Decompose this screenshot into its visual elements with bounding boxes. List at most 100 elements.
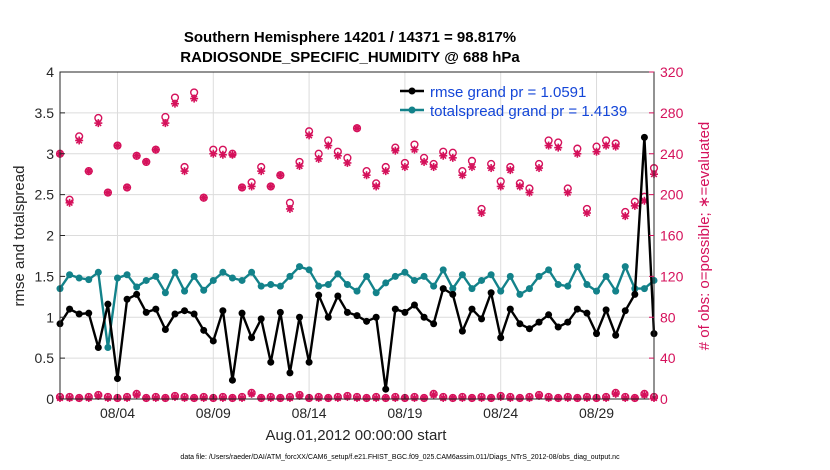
- obs-evaluated-point: [535, 164, 544, 173]
- totalspread-point: [276, 282, 284, 290]
- obs-evaluated-star-stroke: [372, 183, 380, 190]
- legend-spread-label: totalspread grand pr = 1.4139: [430, 103, 627, 120]
- obs-evaluated-point: [429, 163, 438, 172]
- bottom-obs-evaluated-point: [381, 393, 390, 402]
- obs-evaluated-star-stroke: [257, 394, 265, 402]
- totalspread-point: [573, 263, 581, 271]
- obs-evaluated-point: [467, 163, 476, 172]
- obs-evaluated-point: [151, 145, 160, 154]
- obs-evaluated-star-stroke: [478, 394, 485, 402]
- rmse-point: [324, 313, 332, 321]
- obs-evaluated-point: [343, 158, 352, 167]
- totalspread-point: [248, 268, 256, 276]
- rmse-point: [248, 334, 256, 342]
- rmse-point: [315, 291, 323, 299]
- totalspread-point: [75, 274, 83, 282]
- obs-evaluated-star-stroke: [564, 394, 572, 402]
- obs-evaluated-star-stroke: [430, 163, 438, 171]
- obs-evaluated-point: [218, 150, 227, 159]
- obs-evaluated-point: [94, 119, 103, 128]
- totalspread-point: [209, 276, 217, 284]
- bottom-obs-evaluated-point: [132, 390, 141, 399]
- obs-evaluated-point: [573, 149, 582, 158]
- rmse-point: [171, 310, 179, 318]
- totalspread-point: [66, 271, 74, 279]
- rmse-point: [468, 305, 476, 313]
- obs-evaluated-star-stroke: [401, 163, 409, 171]
- rmse-point: [487, 289, 495, 297]
- totalspread-point: [305, 266, 313, 274]
- obs-evaluated-star-stroke: [238, 394, 246, 402]
- rmse-point: [190, 310, 198, 318]
- totalspread-point: [449, 285, 457, 293]
- bottom-obs-evaluated-point: [324, 393, 333, 402]
- obs-evaluated-point: [630, 201, 639, 210]
- obs-evaluated-point: [515, 182, 524, 191]
- obs-evaluated-star-stroke: [190, 394, 198, 402]
- obs-evaluated-star-stroke: [612, 143, 620, 150]
- obs-evaluated-point: [209, 149, 218, 158]
- obs-evaluated-star-stroke: [487, 164, 495, 172]
- obs-evaluated-star-stroke: [75, 137, 83, 144]
- rmse-point: [506, 305, 514, 313]
- obs-evaluated-star-stroke: [526, 189, 533, 196]
- obs-evaluated-star-stroke: [545, 394, 552, 402]
- rmse-point: [545, 311, 553, 319]
- y-right-tick-label: 40: [660, 350, 676, 366]
- obs-evaluated-star-stroke: [200, 194, 208, 202]
- obs-evaluated-point: [420, 157, 429, 166]
- bottom-obs-evaluated-point: [487, 393, 496, 402]
- totalspread-point: [123, 271, 131, 279]
- bottom-obs-evaluated-point: [170, 392, 179, 401]
- bottom-obs-evaluated-point: [314, 393, 323, 402]
- bottom-obs-evaluated-point: [103, 393, 112, 402]
- rmse-point: [612, 331, 620, 339]
- totalspread-point: [487, 271, 495, 279]
- totalspread-point: [516, 290, 524, 298]
- obs-evaluated-point: [496, 182, 505, 191]
- obs-evaluated-star-stroke: [631, 394, 639, 402]
- totalspread-point: [363, 272, 371, 280]
- obs-evaluated-star-stroke: [583, 209, 591, 217]
- obs-evaluated-point: [458, 171, 467, 180]
- bottom-obs-evaluated-point: [199, 393, 208, 402]
- rmse-point: [75, 310, 83, 318]
- totalspread-point: [525, 285, 533, 293]
- series-layer: [55, 88, 659, 403]
- obs-evaluated-star-stroke: [315, 394, 323, 402]
- bottom-obs-evaluated-point: [353, 393, 361, 402]
- rmse-point: [516, 320, 524, 328]
- bottom-obs-evaluated-point: [515, 393, 524, 402]
- obs-evaluated-star-stroke: [420, 158, 428, 166]
- bottom-obs-evaluated-point: [228, 393, 237, 402]
- x-tick-label: 08/29: [579, 405, 614, 421]
- totalspread-point: [497, 287, 505, 295]
- obs-evaluated-star-stroke: [621, 212, 629, 220]
- bottom-obs-evaluated-point: [180, 393, 189, 402]
- totalspread-point: [286, 272, 294, 280]
- y-right-tick-label: 320: [660, 64, 684, 80]
- obs-evaluated-point: [391, 146, 400, 155]
- obs-evaluated-star-stroke: [468, 163, 476, 171]
- totalspread-point: [85, 276, 93, 284]
- rmse-point: [238, 309, 246, 317]
- grid: [60, 71, 654, 400]
- obs-evaluated-star-stroke: [506, 394, 514, 402]
- rmse-point: [219, 307, 227, 315]
- bottom-obs-evaluated-point: [84, 393, 93, 402]
- obs-evaluated-star-stroke: [123, 394, 131, 402]
- obs-evaluated-star-stroke: [286, 394, 294, 402]
- obs-evaluated-point: [123, 183, 132, 192]
- y-tick-label: 2.5: [35, 187, 55, 203]
- y-tick-label: 4: [46, 64, 54, 80]
- totalspread-point: [94, 268, 102, 276]
- totalspread-point: [410, 276, 418, 284]
- bottom-obs-evaluated-point: [563, 393, 572, 402]
- legend-spread-marker: [408, 106, 416, 114]
- totalspread-point: [190, 272, 198, 280]
- rmse-point: [372, 313, 380, 321]
- obs-evaluated-point: [257, 167, 266, 176]
- obs-evaluated-star-stroke: [238, 184, 246, 191]
- rmse-point: [142, 308, 150, 316]
- y-right-tick-label: 200: [660, 187, 684, 203]
